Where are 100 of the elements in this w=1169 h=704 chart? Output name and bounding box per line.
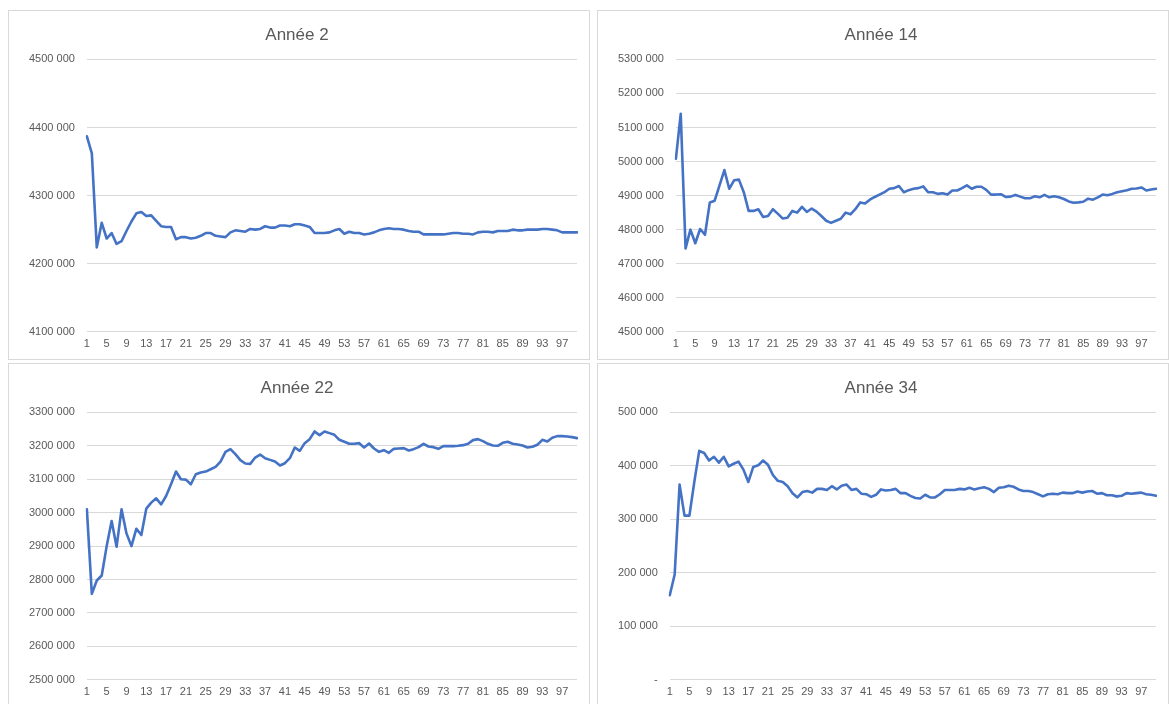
x-tick-label: 73 [1017, 685, 1030, 698]
y-tick-label: 4100 000 [28, 324, 75, 337]
y-tick-label: 4400 000 [28, 120, 75, 133]
x-tick-label: 81 [1057, 337, 1070, 350]
y-tick-label: 3300 000 [28, 405, 75, 418]
x-tick-label: 69 [999, 337, 1012, 350]
x-tick-label: 5 [692, 337, 699, 350]
x-tick-label: 65 [980, 337, 993, 350]
x-tick-label: 77 [1036, 685, 1050, 698]
x-tick-label: 25 [199, 337, 212, 350]
x-tick-label: 45 [298, 685, 311, 698]
x-tick-label: 53 [919, 685, 932, 698]
x-tick-label: 73 [437, 337, 450, 350]
x-tick-label: 57 [357, 337, 371, 350]
x-tick-label: 53 [338, 337, 351, 350]
x-tick-label: 65 [397, 337, 410, 350]
x-tick-label: 41 [278, 337, 292, 350]
x-tick-label: 13 [140, 685, 153, 698]
x-tick-label: 57 [938, 685, 951, 698]
y-tick-label: 4500 000 [28, 52, 75, 65]
x-tick-label: 29 [805, 337, 818, 350]
x-tick-label: 45 [879, 685, 892, 698]
y-tick-label: 5300 000 [617, 52, 664, 65]
y-tick-label: 3100 000 [28, 472, 75, 485]
y-tick-label: 300 000 [618, 512, 658, 525]
x-tick-label: 45 [883, 337, 896, 350]
x-tick-label: 61 [377, 685, 391, 698]
x-tick-label: 9 [123, 337, 130, 350]
x-tick-label: 33 [824, 337, 838, 350]
chart-title: Année 22 [260, 377, 334, 397]
x-tick-label: 33 [820, 685, 834, 698]
x-tick-label: 17 [159, 685, 173, 698]
x-tick-label: 33 [239, 685, 252, 698]
y-tick-label: 4200 000 [28, 256, 75, 269]
x-tick-label: 61 [377, 337, 391, 350]
x-tick-label: 17 [742, 685, 755, 698]
x-tick-label: 21 [179, 685, 193, 698]
x-tick-label: 37 [258, 337, 272, 350]
x-tick-label: 85 [1077, 337, 1090, 350]
y-tick-label: 5200 000 [617, 86, 664, 99]
y-tick-label: 2600 000 [28, 639, 75, 652]
y-tick-label: 4300 000 [28, 188, 75, 201]
y-tick-label: 2500 000 [28, 672, 75, 685]
x-tick-label: 25 [199, 685, 212, 698]
x-tick-label: 1 [672, 337, 679, 350]
x-tick-label: 73 [437, 685, 450, 698]
y-tick-label: 3000 000 [28, 505, 75, 518]
y-tick-label: - [654, 672, 659, 685]
y-tick-label: 500 000 [618, 405, 658, 418]
x-tick-label: 49 [318, 685, 331, 698]
chart-title: Année 14 [844, 24, 918, 44]
x-tick-label: 21 [761, 685, 775, 698]
y-tick-label: 5100 000 [617, 120, 664, 133]
x-tick-label: 13 [722, 685, 735, 698]
x-tick-label: 9 [705, 685, 713, 698]
x-tick-label: 37 [844, 337, 857, 350]
x-tick-label: 89 [1096, 337, 1109, 350]
x-tick-label: 49 [902, 337, 915, 350]
x-tick-label: 25 [786, 337, 799, 350]
x-tick-label: 41 [860, 685, 873, 698]
x-tick-label: 57 [941, 337, 954, 350]
x-tick-label: 41 [863, 337, 876, 350]
x-tick-label: 77 [1038, 337, 1051, 350]
y-tick-label: 4500 000 [617, 324, 664, 337]
x-tick-label: 69 [997, 685, 1010, 698]
x-tick-label: 9 [123, 685, 130, 698]
x-tick-label: 77 [457, 685, 470, 698]
y-tick-label: 4900 000 [617, 188, 664, 201]
y-tick-label: 2900 000 [28, 539, 75, 552]
y-tick-label: 200 000 [618, 565, 658, 578]
x-tick-label: 93 [1115, 337, 1129, 350]
x-tick-label: 25 [781, 685, 794, 698]
x-tick-label: 37 [840, 685, 853, 698]
x-tick-label: 89 [516, 685, 529, 698]
x-tick-label: 29 [801, 685, 814, 698]
x-tick-label: 9 [711, 337, 718, 350]
x-tick-label: 89 [516, 337, 529, 350]
x-tick-label: 73 [1018, 337, 1032, 350]
x-tick-label: 65 [977, 685, 991, 698]
x-tick-label: 93 [536, 337, 549, 350]
x-tick-label: 5 [686, 685, 693, 698]
x-tick-label: 97 [1135, 685, 1148, 698]
x-tick-label: 13 [727, 337, 741, 350]
x-tick-label: 93 [536, 685, 549, 698]
x-tick-label: 61 [958, 685, 971, 698]
y-tick-label: 4800 000 [617, 222, 664, 235]
x-tick-label: 17 [747, 337, 760, 350]
x-tick-label: 5 [103, 685, 110, 698]
x-tick-label: 1 [666, 685, 673, 698]
x-tick-label: 29 [219, 685, 232, 698]
x-tick-label: 53 [338, 685, 351, 698]
x-tick-label: 97 [1135, 337, 1148, 350]
x-tick-label: 49 [318, 337, 331, 350]
chart-title: Année 34 [844, 377, 918, 397]
x-tick-label: 21 [179, 337, 193, 350]
x-tick-label: 97 [556, 685, 569, 698]
y-tick-label: 4600 000 [617, 290, 664, 303]
x-tick-label: 85 [1076, 685, 1089, 698]
y-tick-label: 3200 000 [28, 438, 75, 451]
y-tick-label: 4700 000 [617, 256, 664, 269]
